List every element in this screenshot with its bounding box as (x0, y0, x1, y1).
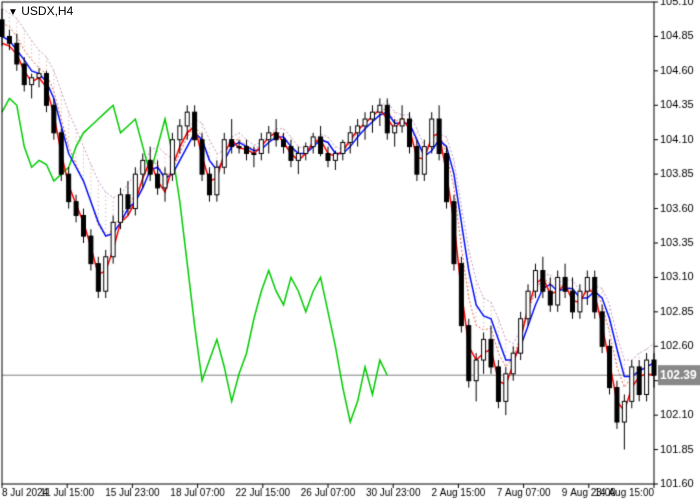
chevron-down-icon: ▼ (8, 7, 18, 18)
chart-container: ▼ USDX,H4 (0, 0, 700, 500)
chart-title: ▼ USDX,H4 (8, 4, 73, 18)
title-text: USDX,H4 (21, 4, 73, 18)
price-chart[interactable] (0, 0, 700, 500)
